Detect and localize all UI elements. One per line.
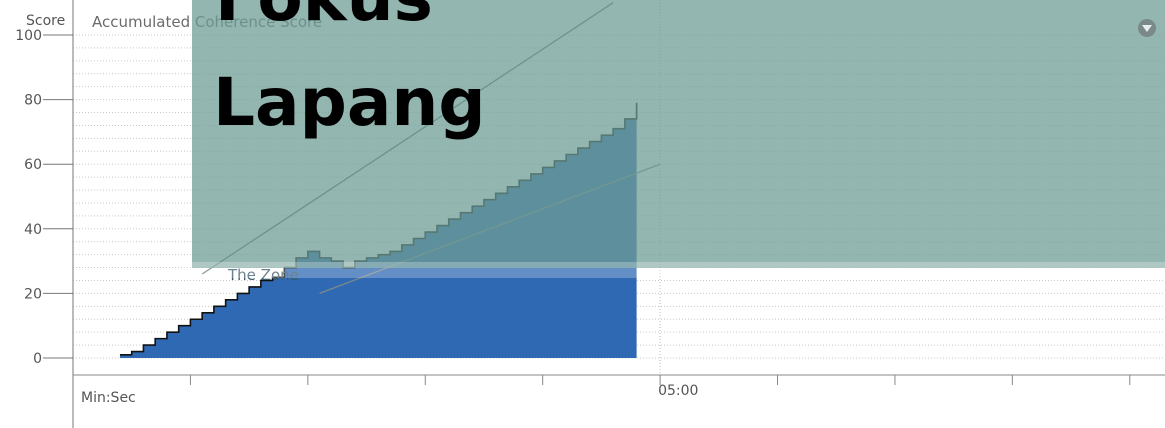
- overlay-line-2: Lapang: [213, 64, 486, 141]
- axes: Score Min:Sec: [26, 0, 1165, 428]
- overlay-line-1: Fokus: [215, 0, 433, 36]
- y-tick-label: 100: [15, 28, 42, 44]
- y-ticks: 0 20 40 60 80 100: [15, 28, 73, 367]
- overlay-glow: [180, 262, 1165, 278]
- x-tick-label: 05:00: [658, 383, 698, 399]
- y-axis-title: Score: [26, 13, 65, 29]
- x-axis-title: Min:Sec: [81, 390, 136, 406]
- overlay-panel: [192, 0, 1165, 268]
- x-ticks: 05:00: [189, 375, 1131, 399]
- chevron-down-icon[interactable]: [1138, 19, 1156, 37]
- focus-overlay: Fokus Lapang: [180, 0, 1165, 278]
- series-area-fill: [119, 102, 637, 358]
- y-tick-label: 40: [24, 222, 42, 238]
- y-tick-label: 0: [33, 351, 42, 367]
- zone-label: The Zone: [227, 266, 299, 284]
- y-tick-label: 20: [24, 286, 42, 302]
- y-tick-label: 60: [24, 157, 42, 173]
- y-tick-label: 80: [24, 93, 42, 109]
